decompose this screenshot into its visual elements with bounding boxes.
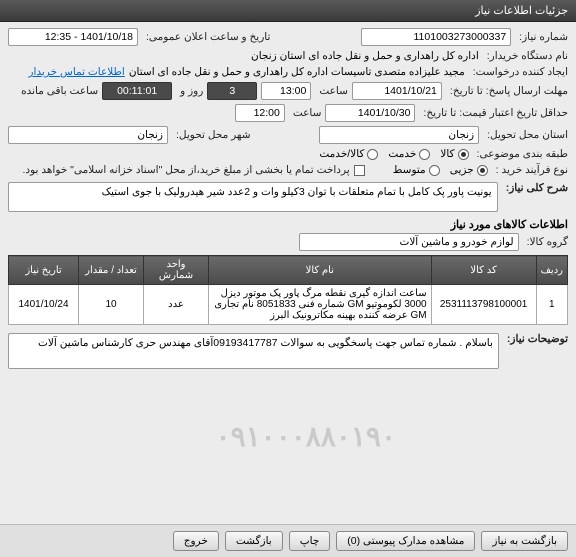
print-button-label: چاپ [300, 535, 320, 547]
td-name: ساعت اندازه گیری نقطه مرگ پاور پک موتور … [209, 285, 432, 325]
subject-class-label: طبقه بندی موضوعی: [473, 148, 568, 160]
th-row: ردیف [536, 256, 567, 285]
requester-label: ایجاد کننده درخواست: [469, 66, 568, 78]
panel-header: جزئیات اطلاعات نیاز [0, 0, 576, 22]
table-row[interactable]: 1 2531113798100001 ساعت اندازه گیری نقطه… [9, 285, 568, 325]
notes-field: باسلام . شماره تماس جهت پاسخگویی به سوال… [8, 333, 499, 369]
radio-khadamat-label: خدمت [388, 148, 416, 160]
deadline-date-field: 1401/10/21 [352, 82, 442, 100]
back-button-label: بازگشت به نیاز [492, 535, 557, 547]
radio-kala-khadamat[interactable]: کالا/خدمت [319, 148, 378, 160]
print-button[interactable]: چاپ [289, 531, 331, 551]
saat-label-2: ساعت [289, 107, 322, 119]
payment-note: پرداخت تمام یا بخشی از مبلغ خرید،از محل … [19, 164, 350, 176]
rooz-label: روز و [176, 85, 203, 97]
radio-kala[interactable]: کالا [440, 148, 468, 160]
deadline-time-field: 13:00 [261, 82, 311, 100]
credit-date-field: 1401/10/30 [325, 104, 415, 122]
contact-link[interactable]: اطلاعات تماس خریدار [28, 66, 124, 78]
th-code: کد کالا [431, 256, 536, 285]
attachments-button[interactable]: مشاهده مدارک پیوستی (0) [336, 531, 475, 551]
purchase-type-label: نوع فرآیند خرید : [492, 164, 568, 176]
province-label: استان محل تحویل: [483, 129, 568, 141]
need-no-label: شماره نیاز: [515, 31, 568, 43]
radio-kala-circle [458, 149, 469, 160]
requester-value: مجید علیزاده متصدی تاسیسات اداره کل راهد… [129, 66, 465, 78]
province-field: زنجان [319, 126, 479, 144]
remaining-label: ساعت باقی مانده [17, 85, 98, 97]
purchase-radio-group: جزیی متوسط [393, 164, 488, 176]
goods-group-field: لوازم خودرو و ماشین آلات [299, 233, 519, 251]
exit-button-label: خروج [184, 535, 208, 547]
city-field: زنجان [8, 126, 168, 144]
radio-omde-circle [429, 165, 440, 176]
td-date: 1401/10/24 [9, 285, 79, 325]
need-desc-field: یونیت پاور پک کامل با تمام متعلقات با تو… [8, 182, 498, 212]
radio-khadamat[interactable]: خدمت [388, 148, 430, 160]
saat-label-1: ساعت [315, 85, 348, 97]
return-button-label: بازگشت [236, 535, 272, 547]
deadline-label: مهلت ارسال پاسخ: تا تاریخ: [446, 85, 568, 97]
td-qty: 10 [79, 285, 144, 325]
radio-jozi[interactable]: جزیی [450, 164, 488, 176]
td-unit: عدد [144, 285, 209, 325]
td-code: 2531113798100001 [431, 285, 536, 325]
announce-date-label: تاریخ و ساعت اعلان عمومی: [142, 31, 270, 43]
goods-section-title: اطلاعات کالاهای مورد نیاز [8, 218, 568, 231]
th-qty: تعداد / مقدار [79, 256, 144, 285]
table-header-row: ردیف کد کالا نام کالا واحد شمارش تعداد /… [9, 256, 568, 285]
radio-kala-khadamat-circle [367, 149, 378, 160]
city-label: شهر محل تحویل: [172, 129, 251, 141]
th-date: تاریخ نیاز [9, 256, 79, 285]
announce-date-field: 1401/10/18 - 12:35 [8, 28, 138, 46]
goods-group-label: گروه کالا: [523, 236, 568, 248]
td-row: 1 [536, 285, 567, 325]
footer-buttons: بازگشت به نیاز مشاهده مدارک پیوستی (0) چ… [0, 524, 576, 557]
form-area: شماره نیاز: 1101003273000337 تاریخ و ساع… [0, 22, 576, 379]
need-desc-label: شرح کلی نیاز: [502, 182, 568, 194]
back-to-need-button[interactable]: بازگشت به نیاز [481, 531, 568, 551]
radio-kala-khadamat-label: کالا/خدمت [319, 148, 364, 160]
days-left-field: 3 [207, 82, 257, 100]
return-button[interactable]: بازگشت [225, 531, 283, 551]
radio-khadamat-circle [419, 149, 430, 160]
radio-omde-label: متوسط [393, 164, 426, 176]
th-name: نام کالا [209, 256, 432, 285]
panel-title: جزئیات اطلاعات نیاز [475, 5, 568, 17]
watermark: ۰۹۱۰۰۰۸۸۰۱۹۰ [216, 420, 396, 453]
radio-kala-label: کالا [440, 148, 454, 160]
credit-time-field: 12:00 [235, 104, 285, 122]
need-no-field: 1101003273000337 [361, 28, 511, 46]
credit-label: حداقل تاریخ اعتبار قیمت: تا تاریخ: [419, 107, 568, 119]
th-unit: واحد شمارش [144, 256, 209, 285]
subject-radio-group: کالا خدمت کالا/خدمت [319, 148, 468, 160]
attachments-button-label: مشاهده مدارک پیوستی (0) [347, 535, 464, 547]
goods-table: ردیف کد کالا نام کالا واحد شمارش تعداد /… [8, 255, 568, 325]
notes-label: توضیحات نیاز: [503, 333, 568, 345]
radio-omde[interactable]: متوسط [393, 164, 440, 176]
payment-checkbox[interactable] [354, 165, 365, 176]
exit-button[interactable]: خروج [173, 531, 219, 551]
radio-jozi-circle [477, 165, 488, 176]
buyer-org-label: نام دستگاه خریدار: [483, 50, 568, 62]
radio-jozi-label: جزیی [450, 164, 474, 176]
time-left-field: 00:11:01 [102, 82, 172, 100]
buyer-org-value: اداره کل راهداری و حمل و نقل جاده ای است… [251, 50, 479, 62]
